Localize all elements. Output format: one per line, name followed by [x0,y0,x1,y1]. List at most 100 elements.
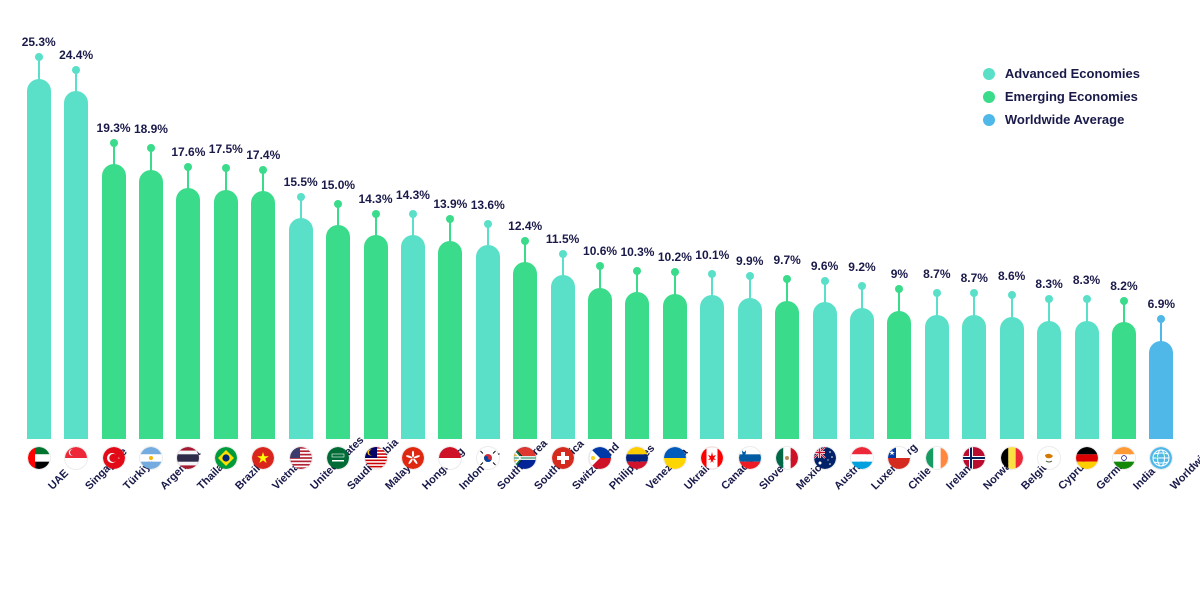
bar-column: 19.3%Türkiye [95,20,132,487]
bar-stem [187,167,189,439]
bar-column: 14.3%Malaysia [357,20,394,487]
bar-value-label: 25.3% [22,35,56,49]
bar-stem [300,197,302,439]
bar-track: 17.6% [170,20,207,439]
bar-column: 9.2%Luxemburg [843,20,880,487]
bar-column: 11.5%Switzerland [544,20,581,487]
bar-value-label: 10.1% [695,248,729,262]
bar-track: 12.4% [506,20,543,439]
bar-x-label: Slovenia [757,484,765,492]
bar-value-label: 8.2% [1110,279,1137,293]
bar-track: 9.6% [806,20,843,439]
bar-stem [225,168,227,439]
bar-x-label: Chile [907,484,915,492]
flag-icon [215,447,237,469]
bar-x-label: United States [308,484,316,492]
bar-stem-dot [110,139,118,147]
bar-value-label: 15.5% [284,175,318,189]
bar-stem [1011,295,1013,439]
bar-value-label: 8.7% [961,271,988,285]
legend-item: Worldwide Average [983,112,1140,127]
legend-swatch [983,68,995,80]
bar-column: 18.9%Argentina [132,20,169,487]
bar-value-label: 17.6% [171,145,205,159]
bar-x-label: Saudi Arabia [345,484,353,492]
bar-x-label: South Korea [495,484,503,492]
flag-icon [589,447,611,469]
bar-value-label: 9.7% [773,253,800,267]
bar-track: 14.3% [357,20,394,439]
bar-track: 15.5% [282,20,319,439]
bar-x-label: Türkiye [121,484,129,492]
legend-item: Emerging Economies [983,89,1140,104]
bar-stem [75,70,77,439]
flag-icon [290,447,312,469]
bar-stem-dot [297,193,305,201]
flag-icon [626,447,648,469]
bar-stem-dot [1083,295,1091,303]
bar-stem-dot [372,210,380,218]
bar-value-label: 11.5% [546,232,579,246]
bar-value-label: 9.6% [811,259,838,273]
bar-stem-dot [821,277,829,285]
flag-icon [926,447,948,469]
bar-track: 14.3% [394,20,431,439]
bar-stem-dot [783,275,791,283]
bar-x-label: Worldwide [1169,484,1177,492]
bar-x-label: Belgium [1019,484,1027,492]
bar-track: 6.9% [1143,20,1180,439]
bar-value-label: 14.3% [358,192,392,206]
bar-value-label: 10.2% [658,250,692,264]
bar-stem [113,143,115,440]
bar-track: 9.2% [843,20,880,439]
bar-value-label: 8.3% [1035,277,1062,291]
bar-x-label: Hongkong [420,484,428,492]
bar-x-label: Ukraine [682,484,690,492]
bar-stem [150,148,152,439]
bar-stem [786,279,788,439]
bar-stem [1160,319,1162,439]
bar-column: 8.7%Ireland [918,20,955,487]
bar-column: 17.4%Vietnam [245,20,282,487]
bar-x-label: UAE [46,484,54,492]
bar-stem [1123,301,1125,439]
bar-x-label: Vietnam [270,484,278,492]
bar-stem [1048,299,1050,439]
bar-x-label: Thailand [196,484,204,492]
flag-icon [814,447,836,469]
bar-stem-dot [1157,315,1165,323]
flag-icon [1038,447,1060,469]
bar-column: 24.4%Singapore [57,20,94,487]
bar-column: 17.6%Thailand [170,20,207,487]
legend-item: Advanced Economies [983,66,1140,81]
bar-track: 19.3% [95,20,132,439]
bar-stem-dot [521,237,529,245]
bar-stem [636,271,638,439]
flag-icon [701,447,723,469]
bar-stem-dot [72,66,80,74]
bar-value-label: 9.9% [736,254,763,268]
flag-icon [664,447,686,469]
bar-stem-dot [1008,291,1016,299]
bar-track: 10.2% [656,20,693,439]
bar-track: 13.9% [432,20,469,439]
bar-x-label: Venezuela [645,484,653,492]
bar-x-label: Luxemburg [869,484,877,492]
bar-stem-dot [671,268,679,276]
bar-track: 15.0% [319,20,356,439]
flag-icon [252,447,274,469]
bar-value-label: 8.6% [998,269,1025,283]
bar-x-label: Singapore [83,484,91,492]
bar-stem [824,281,826,439]
bar-x-label: Ireland [944,484,952,492]
bar-x-label: Indonesia [458,484,466,492]
bar-x-label: Argentina [158,484,166,492]
bar-x-label: India [1131,484,1139,492]
bar-value-label: 9.2% [848,260,875,274]
bar-column: 9.7%Mexico [768,20,805,487]
bar-column: 9.9%Slovenia [731,20,768,487]
bar-stem-dot [895,285,903,293]
flag-icon [140,447,162,469]
flag-icon [439,447,461,469]
legend-label: Worldwide Average [1005,112,1124,127]
